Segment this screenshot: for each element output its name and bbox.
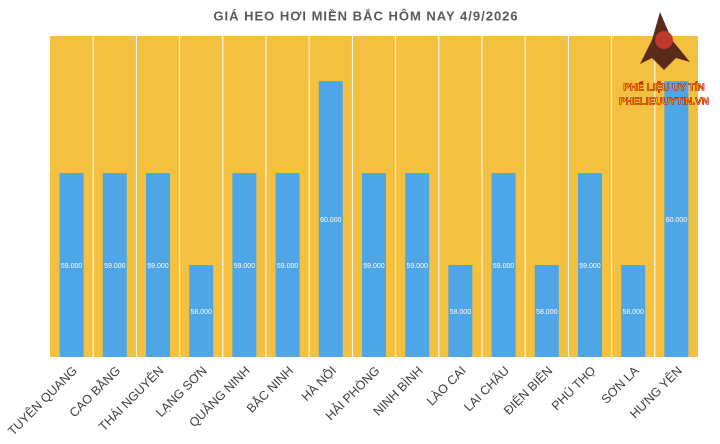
data-label: 58.000 xyxy=(190,309,212,316)
bar xyxy=(362,173,386,357)
data-label: 59.000 xyxy=(579,263,601,270)
bar xyxy=(621,265,646,357)
bar xyxy=(578,173,602,357)
data-label: 60.000 xyxy=(666,217,688,224)
bar xyxy=(664,81,689,357)
bar xyxy=(448,265,473,357)
data-label: 60.000 xyxy=(320,217,342,224)
data-label: 59.000 xyxy=(406,263,428,270)
logo: PHẾ LIỆU UY TÍN PHELIEUUYTIN.VN xyxy=(619,12,709,108)
bar xyxy=(232,173,257,357)
chart-title: GIÁ HEO HƠI MIỀN BẮC HÔM NAY 4/9/2026 xyxy=(213,8,518,23)
data-label: 59.000 xyxy=(147,263,169,270)
bar xyxy=(102,173,127,357)
data-label: 58.000 xyxy=(622,309,644,316)
bar xyxy=(146,173,170,357)
data-label: 59.000 xyxy=(234,263,256,270)
data-label: 58.000 xyxy=(536,309,558,316)
bar xyxy=(59,173,84,357)
data-label: 59.000 xyxy=(104,263,126,270)
bar xyxy=(318,81,343,357)
logo-text: PHẾ LIỆU UY TÍN xyxy=(623,81,705,94)
bar xyxy=(491,173,516,357)
bar xyxy=(189,265,214,357)
logo-text: PHELIEUUYTIN.VN xyxy=(619,97,709,108)
bar xyxy=(275,173,300,357)
logo-emblem xyxy=(655,31,673,49)
data-label: 59.000 xyxy=(277,263,299,270)
data-label: 59.000 xyxy=(363,263,385,270)
data-label: 59.000 xyxy=(61,263,83,270)
data-label: 59.000 xyxy=(493,263,515,270)
data-label: 58.000 xyxy=(450,309,472,316)
bar xyxy=(405,173,430,357)
bar xyxy=(534,265,559,357)
